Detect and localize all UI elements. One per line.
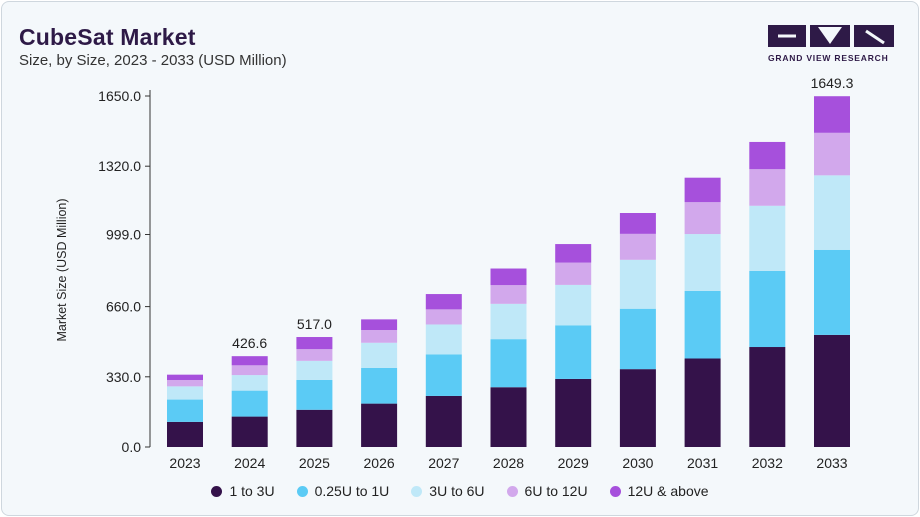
- x-tick-label: 2023: [169, 455, 200, 471]
- bar-segment: [814, 334, 850, 447]
- bar-segment: [231, 356, 268, 366]
- bar-segment: [619, 369, 656, 447]
- y-tick-label: 330.0: [106, 369, 141, 385]
- legend-label: 6U to 12U: [524, 483, 588, 499]
- bar-segment: [619, 213, 656, 234]
- bar-segment: [684, 290, 721, 359]
- bar-segment: [425, 294, 462, 310]
- bar-segment: [231, 375, 268, 391]
- bar-segment: [296, 379, 333, 410]
- chart-legend: 1 to 3U 0.25U to 1U 3U to 6U 6U to 12U 12U &…: [0, 483, 920, 499]
- bar-segment: [361, 367, 398, 404]
- bar-segment: [167, 386, 203, 400]
- legend-swatch: [211, 485, 223, 497]
- bar-segment: [749, 347, 786, 447]
- y-tick-label: 999.0: [106, 226, 141, 242]
- bar-segment: [555, 262, 592, 285]
- x-tick-label: 2026: [364, 455, 395, 471]
- bar-total-label: 517.0: [297, 316, 332, 332]
- bar-segment: [555, 325, 592, 379]
- brand-name: GRAND VIEW RESEARCH: [768, 53, 889, 63]
- bar-segment: [490, 303, 527, 340]
- y-tick-label: 1320.0: [98, 158, 141, 174]
- bar-segment: [749, 270, 786, 348]
- bar-segment: [361, 330, 398, 343]
- x-tick-label: 2025: [299, 455, 330, 471]
- bar-segment: [814, 96, 850, 133]
- x-tick-label: 2029: [558, 455, 589, 471]
- y-tick-label: 0.0: [122, 439, 142, 455]
- bar-segment: [296, 360, 333, 380]
- legend-label: 12U & above: [627, 483, 709, 499]
- bar-segment: [361, 403, 398, 447]
- bar-segment: [167, 421, 203, 447]
- legend-swatch: [296, 485, 308, 497]
- legend-item: 0.25U to 1U: [296, 483, 390, 499]
- bar-segment: [749, 169, 786, 206]
- bar-segment: [684, 202, 721, 235]
- legend-label: 0.25U to 1U: [314, 483, 390, 499]
- bar-segment: [814, 175, 850, 250]
- bar-segment: [619, 233, 656, 260]
- x-tick-label: 2027: [428, 455, 459, 471]
- legend-label: 3U to 6U: [429, 483, 485, 499]
- brand-logo: [768, 25, 894, 47]
- bar-segment: [167, 379, 203, 387]
- bar-segment: [361, 319, 398, 330]
- bar-segment: [231, 416, 268, 447]
- x-tick-label: 2028: [493, 455, 524, 471]
- bar-segment: [684, 234, 721, 291]
- bar-segment: [684, 177, 721, 203]
- bar-segment: [490, 268, 527, 286]
- bar-segment: [749, 205, 786, 271]
- bar-segment: [555, 378, 592, 447]
- legend-item: 3U to 6U: [411, 483, 485, 499]
- x-tick-label: 2031: [687, 455, 718, 471]
- y-tick-label: 660.0: [106, 299, 141, 315]
- bar-segment: [361, 342, 398, 368]
- bar-segment: [296, 349, 333, 361]
- bar-segment: [231, 365, 268, 376]
- x-tick-label: 2033: [816, 455, 847, 471]
- bar-segment: [296, 409, 333, 447]
- bar-segment: [296, 337, 333, 350]
- x-tick-label: 2030: [622, 455, 653, 471]
- bar-segment: [619, 259, 656, 309]
- legend-swatch: [609, 485, 621, 497]
- bar-segment: [425, 354, 462, 396]
- bar-segment: [425, 324, 462, 355]
- legend-swatch: [506, 485, 518, 497]
- bar-segment: [167, 399, 203, 422]
- chart-subtitle: Size, by Size, 2023 - 2033 (USD Million): [19, 52, 287, 69]
- x-tick-label: 2024: [234, 455, 265, 471]
- x-tick-label: 2032: [752, 455, 783, 471]
- bar-segment: [231, 390, 268, 417]
- bar-total-label: 1649.3: [811, 75, 854, 91]
- bar-segment: [814, 249, 850, 335]
- bar-segment: [684, 358, 721, 447]
- bar-segment: [814, 132, 850, 176]
- legend-swatch: [411, 485, 423, 497]
- legend-item: 6U to 12U: [506, 483, 588, 499]
- bar-segment: [490, 285, 527, 304]
- bar-segment: [490, 387, 527, 447]
- bar-segment: [619, 308, 656, 370]
- bar-segment: [490, 339, 527, 388]
- legend-item: 1 to 3U: [211, 483, 275, 499]
- legend-item: 12U & above: [609, 483, 709, 499]
- bar-total-label: 426.6: [232, 335, 267, 351]
- bar-segment: [425, 395, 462, 447]
- bar-segment: [555, 284, 592, 326]
- bar-segment: [425, 309, 462, 325]
- bar-segment: [749, 141, 786, 170]
- legend-label: 1 to 3U: [229, 483, 275, 499]
- chart-title: CubeSat Market: [19, 24, 196, 50]
- bar-segment: [167, 374, 203, 380]
- bar-segment: [555, 244, 592, 263]
- y-tick-label: 1650.0: [98, 88, 141, 104]
